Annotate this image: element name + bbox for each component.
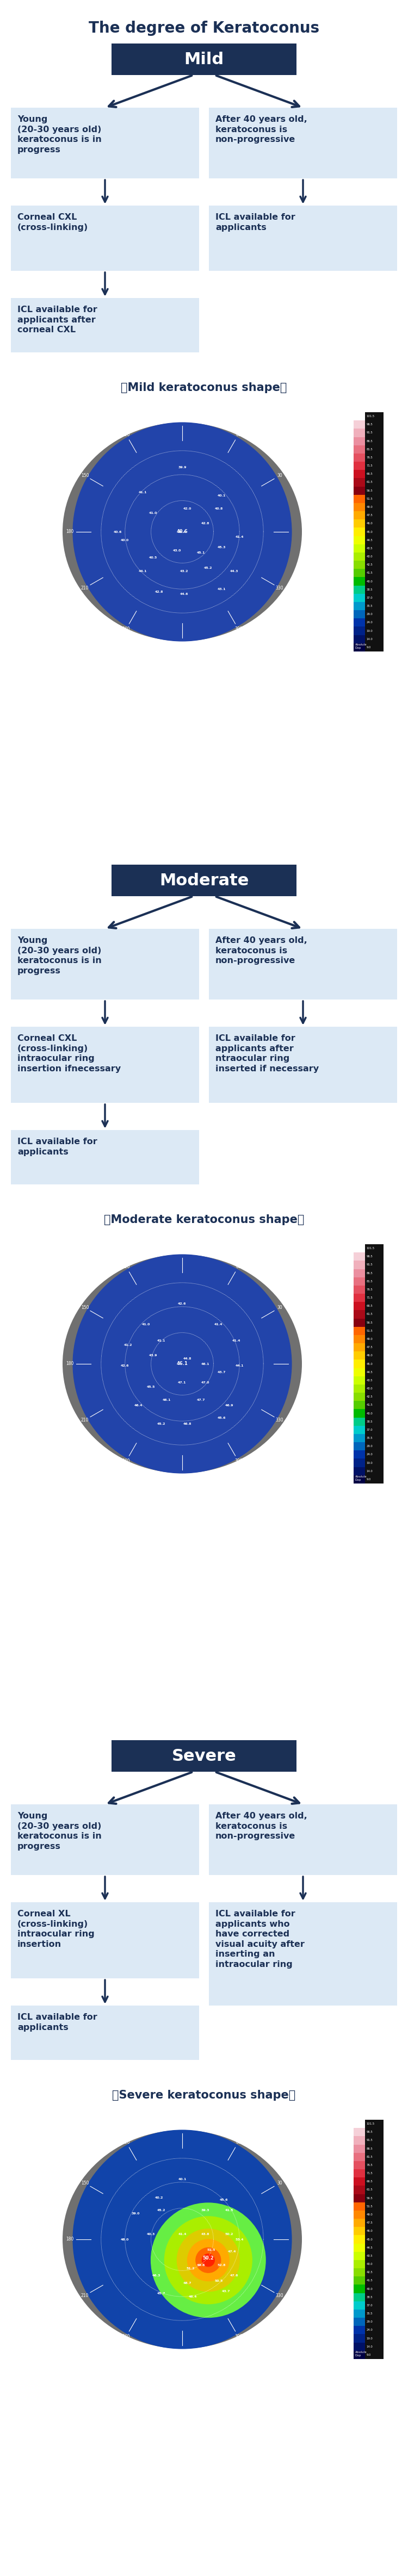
Bar — [11, 299, 199, 353]
Text: ICL available for
applicants after
ntraocular ring
inserted if necessary: ICL available for applicants after ntrao… — [215, 1036, 319, 1072]
Bar — [11, 108, 199, 178]
Bar — [209, 108, 397, 178]
Bar — [11, 1028, 199, 1103]
Bar — [209, 1028, 397, 1103]
Text: Moderate: Moderate — [159, 873, 249, 889]
Text: After 40 years old,
keratoconus is
non-progressive: After 40 years old, keratoconus is non-p… — [215, 116, 307, 144]
Text: ICL available for
applicants who
have corrected
visual acuity after
inserting an: ICL available for applicants who have co… — [215, 1909, 304, 1968]
Bar — [209, 1901, 397, 2007]
Text: Corneal CXL
(cross-linking): Corneal CXL (cross-linking) — [18, 214, 88, 232]
Text: After 40 years old,
keratoconus is
non-progressive: After 40 years old, keratoconus is non-p… — [215, 938, 307, 966]
Bar — [11, 930, 199, 999]
Bar — [11, 1803, 199, 1875]
Bar — [11, 2007, 199, 2061]
Bar — [209, 206, 397, 270]
Text: ICL available for
applicants: ICL available for applicants — [215, 214, 295, 232]
Bar — [111, 44, 297, 75]
Text: ICL available for
applicants: ICL available for applicants — [18, 1139, 97, 1157]
Bar — [111, 1741, 297, 1772]
Bar — [111, 866, 297, 896]
Text: Severe: Severe — [172, 1749, 236, 1765]
Text: Mild: Mild — [184, 52, 224, 67]
Text: Young
(20-30 years old)
keratoconus is in
progress: Young (20-30 years old) keratoconus is i… — [18, 1811, 102, 1850]
Bar — [209, 1803, 397, 1875]
Bar — [209, 930, 397, 999]
Text: ICL available for
applicants: ICL available for applicants — [18, 2014, 97, 2032]
Bar — [11, 1901, 199, 1978]
Bar — [11, 1131, 199, 1185]
Text: Corneal CXL
(cross-linking)
intraocular ring
insertion ifnecessary: Corneal CXL (cross-linking) intraocular … — [18, 1036, 121, 1072]
Text: （Moderate keratoconus shape）: （Moderate keratoconus shape） — [104, 1213, 304, 1226]
Bar — [11, 206, 199, 270]
Text: ICL available for
applicants after
corneal CXL: ICL available for applicants after corne… — [18, 307, 97, 335]
Text: （Mild keratoconus shape）: （Mild keratoconus shape） — [121, 381, 287, 394]
Text: Young
(20-30 years old)
keratoconus is in
progress: Young (20-30 years old) keratoconus is i… — [18, 116, 102, 155]
Text: After 40 years old,
keratoconus is
non-progressive: After 40 years old, keratoconus is non-p… — [215, 1811, 307, 1839]
Text: Young
(20-30 years old)
keratoconus is in
progress: Young (20-30 years old) keratoconus is i… — [18, 938, 102, 974]
Text: Corneal XL
(cross-linking)
intraocular ring
insertion: Corneal XL (cross-linking) intraocular r… — [18, 1909, 95, 1947]
Text: （Severe keratoconus shape）: （Severe keratoconus shape） — [112, 2089, 296, 2099]
Text: The degree of Keratoconus: The degree of Keratoconus — [89, 21, 319, 36]
